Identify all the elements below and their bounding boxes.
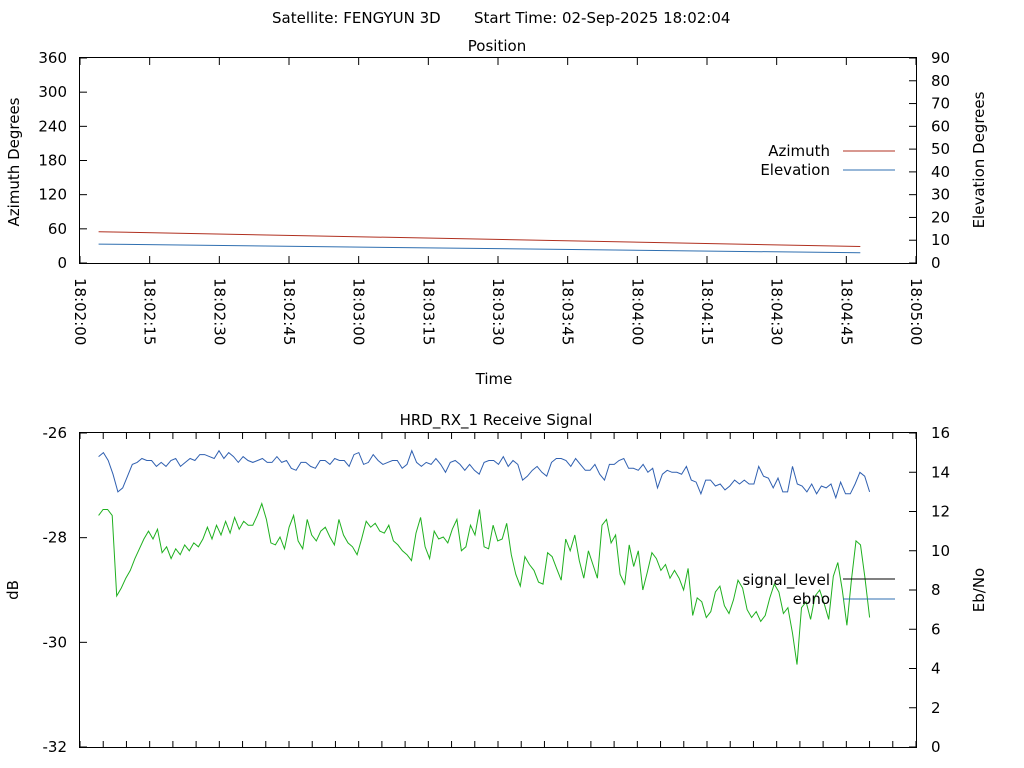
left-tick-label: 300 bbox=[38, 83, 67, 101]
receive-left-axis-label: dB bbox=[4, 580, 22, 600]
right-tick-label: 10 bbox=[931, 231, 950, 249]
time-tick-label: 18:05:00 bbox=[907, 278, 925, 345]
right-tick-label: 20 bbox=[931, 208, 950, 226]
series-line-azimuth bbox=[98, 231, 861, 247]
position-left-axis-label: Azimuth Degrees bbox=[5, 97, 23, 226]
left-tick-label: 180 bbox=[38, 152, 67, 170]
time-tick-label: 18:02:00 bbox=[71, 278, 89, 345]
time-tick-label: 18:03:30 bbox=[489, 278, 507, 345]
legend-signal-level-label: signal_level bbox=[742, 571, 830, 590]
receive-signal-chart: HRD_RX_1 Receive Signal -32 -30 -28 -26 0 2 4… bbox=[4, 411, 988, 756]
right-tick-label: 80 bbox=[931, 72, 950, 90]
receive-plot-frame bbox=[79, 432, 917, 748]
position-chart: Position 0 60 120 180 240 300 360 0 10 20 30 40 50 6… bbox=[5, 37, 988, 388]
receive-right-axis: 0 2 4 6 8 10 12 14 16 bbox=[909, 424, 950, 756]
legend-elevation-label: Elevation bbox=[760, 161, 830, 179]
time-tick-label: 18:02:30 bbox=[210, 278, 228, 345]
position-legend: Azimuth Elevation bbox=[760, 142, 895, 179]
right-tick-label: 0 bbox=[931, 254, 941, 272]
left-tick-label: -26 bbox=[43, 424, 68, 442]
receive-signal-title: HRD_RX_1 Receive Signal bbox=[400, 411, 593, 430]
right-tick-label: 90 bbox=[931, 49, 950, 67]
time-tick-label: 18:02:15 bbox=[141, 278, 159, 345]
right-tick-label: 10 bbox=[931, 542, 950, 560]
legend-ebno-label: ebno bbox=[793, 590, 830, 608]
header-start-time: Start Time: 02-Sep-2025 18:02:04 bbox=[474, 9, 730, 27]
right-tick-label: 0 bbox=[931, 738, 941, 756]
position-chart-title: Position bbox=[468, 37, 526, 55]
left-tick-label: 120 bbox=[38, 186, 67, 204]
right-tick-label: 4 bbox=[931, 660, 941, 678]
position-time-axis: 18:02:00 18:02:15 18:02:30 18:02:45 18:03:00… bbox=[71, 58, 925, 345]
position-plot-frame bbox=[79, 57, 917, 264]
right-tick-label: 16 bbox=[931, 424, 950, 442]
position-left-axis: 0 60 120 180 240 300 360 bbox=[38, 49, 87, 272]
left-tick-label: -28 bbox=[43, 529, 68, 547]
right-tick-label: 30 bbox=[931, 186, 950, 204]
time-tick-label: 18:02:45 bbox=[280, 278, 298, 345]
time-tick-label: 18:03:45 bbox=[559, 278, 577, 345]
receive-left-axis: -32 -30 -28 -26 bbox=[43, 424, 87, 756]
left-tick-label: -30 bbox=[43, 633, 68, 651]
right-tick-label: 8 bbox=[931, 581, 941, 599]
right-tick-label: 40 bbox=[931, 163, 950, 181]
left-tick-label: -32 bbox=[43, 738, 68, 756]
time-tick-label: 18:04:00 bbox=[628, 278, 646, 345]
position-x-axis-label: Time bbox=[475, 370, 513, 388]
time-tick-label: 18:03:00 bbox=[350, 278, 368, 345]
receive-legend: signal_level ebno bbox=[742, 571, 895, 608]
time-tick-label: 18:04:30 bbox=[768, 278, 786, 345]
header-satellite: Satellite: FENGYUN 3D bbox=[272, 9, 441, 27]
right-tick-label: 6 bbox=[931, 620, 941, 638]
right-tick-label: 12 bbox=[931, 503, 950, 521]
legend-azimuth-label: Azimuth bbox=[768, 142, 830, 160]
right-tick-label: 2 bbox=[931, 699, 941, 717]
position-right-axis-label: Elevation Degrees bbox=[970, 91, 988, 228]
right-tick-label: 60 bbox=[931, 117, 950, 135]
right-tick-label: 14 bbox=[931, 463, 950, 481]
ebno-trace bbox=[98, 449, 871, 500]
right-tick-label: 70 bbox=[931, 95, 950, 113]
time-tick-label: 18:04:45 bbox=[837, 278, 855, 345]
position-right-axis: 0 10 20 30 40 50 60 70 80 90 bbox=[909, 49, 950, 272]
series-line-elevation bbox=[98, 243, 861, 254]
receive-right-axis-label: Eb/No bbox=[970, 568, 988, 612]
receive-series bbox=[98, 449, 871, 665]
left-tick-label: 240 bbox=[38, 117, 67, 135]
right-tick-label: 50 bbox=[931, 140, 950, 158]
receive-time-axis bbox=[79, 433, 917, 747]
position-series bbox=[98, 231, 861, 254]
left-tick-label: 0 bbox=[57, 254, 67, 272]
time-tick-label: 18:03:15 bbox=[419, 278, 437, 345]
signal-trace bbox=[98, 502, 871, 665]
left-tick-label: 360 bbox=[38, 49, 67, 67]
left-tick-label: 60 bbox=[48, 220, 67, 238]
time-tick-label: 18:04:15 bbox=[698, 278, 716, 345]
